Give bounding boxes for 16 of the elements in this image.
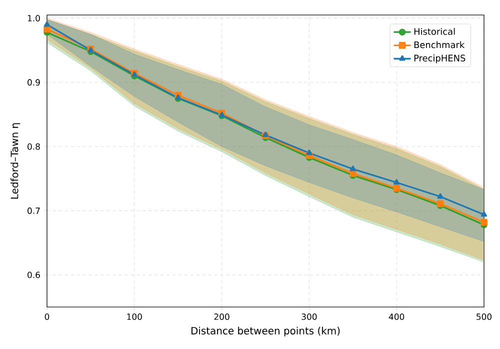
x-tick-label: 0 <box>44 314 50 320</box>
x-axis-title: Distance between points (km) <box>191 326 340 336</box>
x-tick-label: 200 <box>214 314 230 320</box>
y-axis-title: Ledford–Tawn η <box>10 123 20 199</box>
y-tick-label: 0.6 <box>28 272 40 278</box>
y-tick-label: 0.8 <box>28 143 40 150</box>
legend-label: PrecipHENS <box>414 54 466 64</box>
x-tick-label: 300 <box>302 314 317 320</box>
y-tick-label: 1.0 <box>28 15 40 22</box>
x-tick-label: 400 <box>388 314 404 320</box>
x-tick-label: 500 <box>476 314 492 320</box>
x-tick-label: 100 <box>127 314 142 320</box>
legend-label: Benchmark <box>414 41 465 48</box>
y-tick-label: 0.7 <box>28 208 40 214</box>
y-tick-label: 0.9 <box>28 79 40 86</box>
legend-label: Historical <box>414 28 455 35</box>
